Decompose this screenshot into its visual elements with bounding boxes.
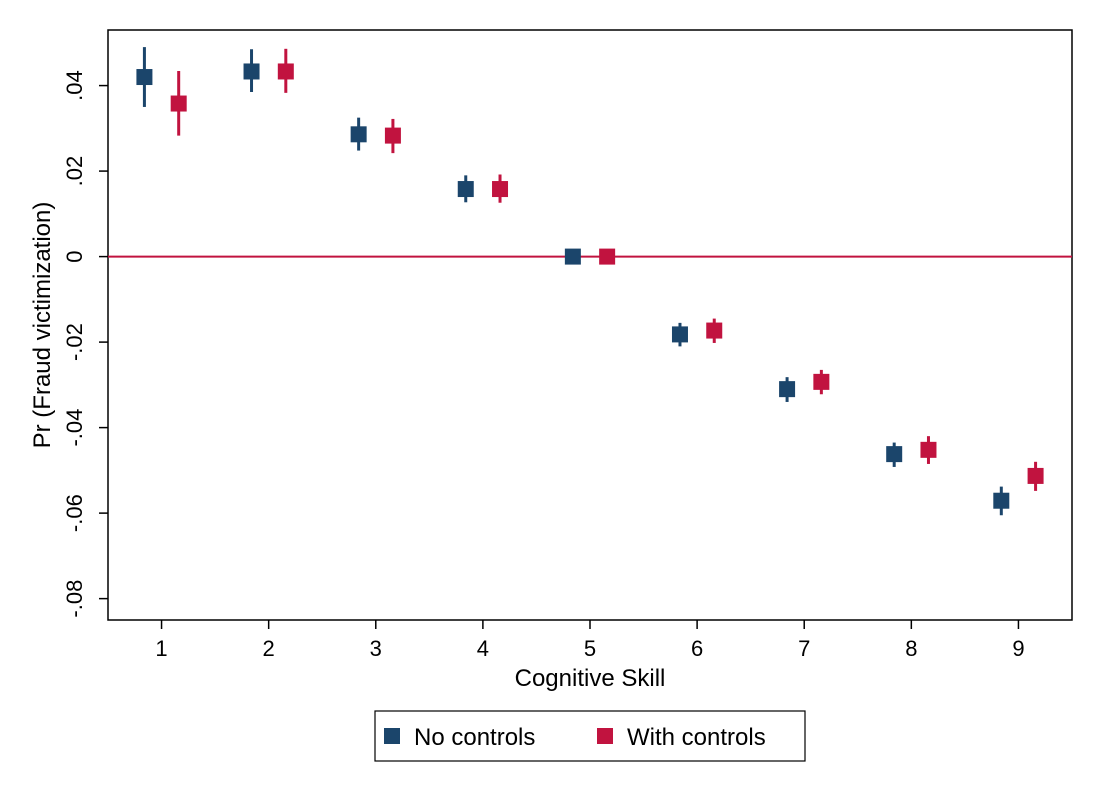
x-axis: 1 2 3 4 5 6 7 8 9 xyxy=(155,620,1025,661)
plot-area: 1 2 3 4 5 6 7 8 9 -.08 -.06 -.04 -.02 0 .02 .04 xyxy=(62,29,1073,661)
point-no-controls xyxy=(564,248,581,265)
point-no-controls xyxy=(350,126,367,143)
point-with-controls xyxy=(384,127,401,144)
legend-swatch-no-controls xyxy=(384,728,400,744)
point-with-controls xyxy=(920,441,937,458)
point-no-controls xyxy=(243,63,260,80)
legend-label-no-controls: No controls xyxy=(414,724,535,751)
point-no-controls xyxy=(457,181,474,198)
point-with-controls xyxy=(813,373,830,390)
x-tick-label: 8 xyxy=(905,636,917,661)
x-tick-label: 2 xyxy=(263,636,275,661)
y-tick-label: .04 xyxy=(62,70,87,101)
x-tick-label: 4 xyxy=(477,636,489,661)
point-no-controls xyxy=(136,69,153,86)
x-tick-label: 6 xyxy=(691,636,703,661)
point-no-controls xyxy=(886,446,903,463)
y-tick-label: -.08 xyxy=(62,580,87,618)
x-tick-label: 3 xyxy=(370,636,382,661)
point-with-controls xyxy=(170,95,187,112)
point-with-controls xyxy=(492,181,509,198)
x-tick-label: 5 xyxy=(584,636,596,661)
point-no-controls xyxy=(779,381,796,398)
point-with-controls xyxy=(599,248,616,265)
y-axis-title: Pr (Fraud victimization) xyxy=(29,202,56,449)
x-axis-title: Cognitive Skill xyxy=(515,665,666,692)
legend-swatch-with-controls xyxy=(597,728,613,744)
y-tick-label: .02 xyxy=(62,156,87,187)
x-tick-label: 1 xyxy=(155,636,167,661)
point-with-controls xyxy=(706,322,723,339)
point-no-controls xyxy=(671,326,688,343)
point-with-controls xyxy=(1027,467,1044,484)
y-tick-label: -.06 xyxy=(62,494,87,532)
data-marks xyxy=(136,47,1044,516)
y-tick-label: -.04 xyxy=(62,409,87,447)
y-tick-label: -.02 xyxy=(62,323,87,361)
legend-label-with-controls: With controls xyxy=(627,724,766,751)
y-tick-label: 0 xyxy=(62,250,87,262)
legend: No controls With controls xyxy=(374,710,806,762)
x-tick-label: 9 xyxy=(1012,636,1024,661)
legend-box xyxy=(374,710,806,762)
point-no-controls xyxy=(993,492,1010,509)
point-with-controls xyxy=(277,63,294,80)
y-axis: -.08 -.06 -.04 -.02 0 .02 .04 xyxy=(62,70,108,618)
x-tick-label: 7 xyxy=(798,636,810,661)
